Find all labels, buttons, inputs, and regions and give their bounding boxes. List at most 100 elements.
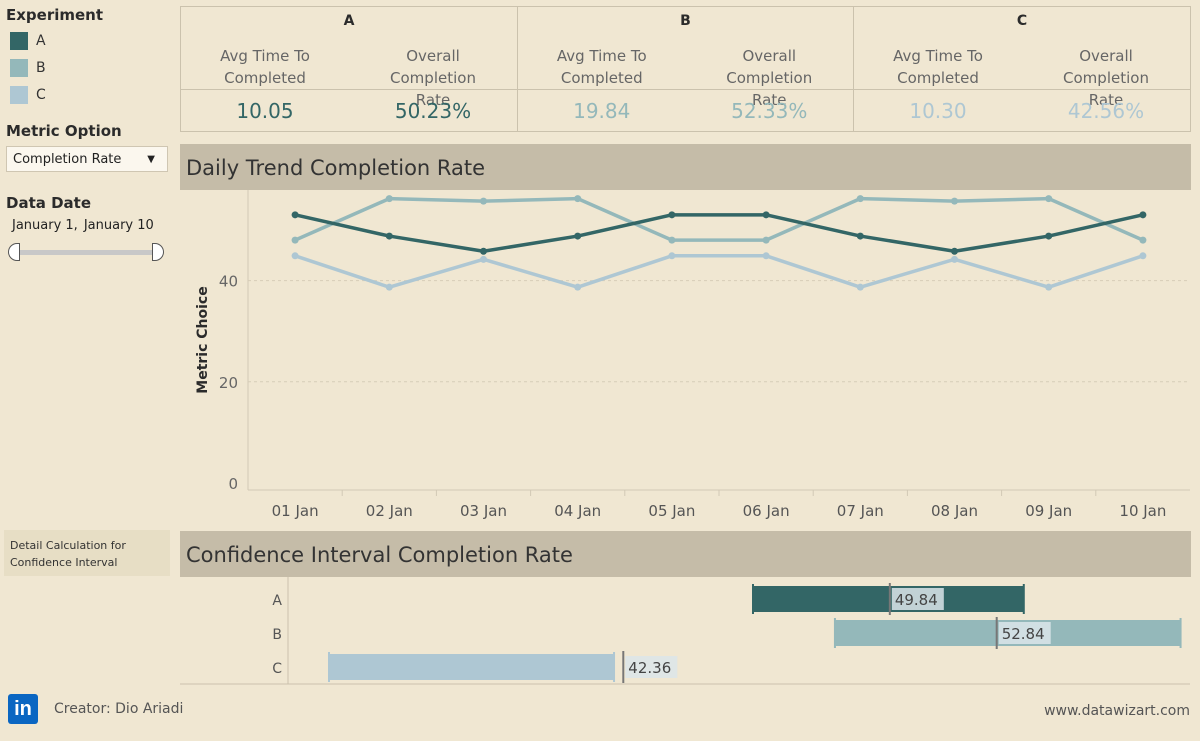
confidence-interval-chart: A B C 49.84 52.84 42.36: [180, 577, 1190, 685]
kpi-divider: [518, 89, 853, 90]
legend-swatch-c: [10, 85, 28, 104]
filter-panel: Experiment A B C Metric Option Completio…: [6, 6, 172, 261]
kpi-divider: [854, 89, 1190, 90]
data-point-c: [856, 283, 864, 291]
date-start: January 1,: [12, 218, 78, 233]
x-tick-label: 06 Jan: [743, 502, 790, 520]
y-axis-label: Metric Choice: [195, 286, 211, 393]
data-point-b: [951, 197, 958, 205]
data-point-a: [574, 232, 582, 240]
data-point-c: [291, 252, 299, 260]
legend-item-a[interactable]: A: [6, 27, 172, 54]
data-point-c: [668, 252, 676, 260]
experiment-legend-title: Experiment: [6, 6, 104, 24]
detail-box-line1: Detail Calculation for: [10, 539, 126, 552]
metric-option-dropdown[interactable]: Completion Rate ▼: [6, 146, 168, 172]
kpi-value-avg-time: 19.84: [573, 99, 631, 123]
trend-chart-title: Daily Trend Completion Rate: [180, 144, 1191, 190]
kpi-group-b: B Avg Time To Completed Overall Completi…: [518, 7, 854, 131]
experiment-legend: A B C: [6, 27, 172, 108]
legend-item-c[interactable]: C: [6, 81, 172, 108]
series-line-b: [294, 196, 1144, 242]
ci-bar-a: [752, 586, 1024, 612]
footer-creator: in Creator: Dio Ariadi: [8, 694, 183, 724]
slider-track: [14, 250, 158, 255]
data-point-c: [1139, 252, 1147, 260]
slider-handle-start[interactable]: [8, 243, 20, 261]
metric-option-title: Metric Option: [6, 122, 122, 140]
ci-category-label: A: [272, 593, 282, 609]
x-tick-label: 02 Jan: [366, 502, 413, 520]
chevron-down-icon: ▼: [147, 153, 155, 165]
data-point-a: [385, 232, 393, 240]
creator-text: Creator: Dio Ariadi: [54, 701, 184, 717]
kpi-value-avg-time: 10.05: [236, 99, 294, 123]
y-tick-label: 40: [219, 273, 238, 291]
ci-category-label: C: [272, 661, 282, 677]
data-point-b: [385, 195, 393, 203]
legend-label-b: B: [36, 59, 46, 76]
data-point-a: [480, 247, 487, 255]
ci-label-bg: [625, 656, 678, 678]
legend-label-a: A: [36, 32, 46, 49]
y-tick-label: 20: [219, 374, 238, 392]
ci-point-label: 49.84: [895, 591, 938, 609]
kpi-group-title: C: [1016, 13, 1028, 29]
data-point-a: [668, 211, 676, 219]
x-tick-label: 04 Jan: [554, 502, 601, 520]
kpi-table: A Avg Time To Completed Overall Completi…: [180, 6, 1191, 132]
data-point-a: [951, 247, 958, 255]
data-point-b: [480, 197, 487, 205]
kpi-value-completion-rate: 52.33%: [731, 99, 808, 123]
kpi-label-completion-rate: Overall Completion Rate: [390, 47, 476, 109]
kpi-value-completion-rate: 42.56%: [1067, 99, 1145, 123]
data-point-a: [1045, 232, 1053, 240]
ci-point-label: 42.36: [628, 659, 671, 677]
data-point-b: [762, 236, 770, 244]
kpi-label-avg-time: Avg Time To Completed: [220, 47, 310, 87]
daily-trend-chart: 0 20 40 01 Jan 02 Jan 03 Jan 04 Jan 05 Jan 06 Ja…: [195, 190, 1190, 520]
data-point-c: [385, 283, 393, 291]
x-tick-label: 01 Jan: [272, 502, 319, 520]
x-tick-label: 03 Jan: [460, 502, 507, 520]
x-tick-label: 08 Jan: [931, 502, 978, 520]
legend-label-c: C: [36, 86, 46, 103]
kpi-group-a: A Avg Time To Completed Overall Completi…: [181, 7, 518, 131]
x-tick-label: 05 Jan: [648, 502, 695, 520]
data-point-c: [1045, 283, 1053, 291]
legend-swatch-a: [10, 31, 28, 50]
data-point-b: [856, 195, 864, 203]
data-point-c: [480, 255, 487, 263]
data-point-a: [291, 211, 299, 219]
kpi-label-avg-time: Avg Time To Completed: [893, 47, 983, 87]
ci-bar-c: [329, 654, 615, 680]
legend-item-b[interactable]: B: [6, 54, 172, 81]
data-point-b: [1045, 195, 1053, 203]
data-point-c: [574, 283, 582, 291]
data-point-c: [951, 255, 958, 263]
x-tick-label: 09 Jan: [1025, 502, 1072, 520]
metric-option-value: Completion Rate: [13, 151, 122, 167]
date-end: January 10: [83, 218, 154, 233]
website-link[interactable]: www.datawizart.com: [1044, 703, 1190, 719]
ci-category-label: B: [272, 627, 282, 643]
detail-box-line2: Confidence Interval: [10, 556, 118, 569]
ci-point-label: 52.84: [1002, 625, 1045, 643]
kpi-value-avg-time: 10.30: [909, 99, 967, 123]
kpi-label-completion-rate: Overall Completion Rate: [726, 47, 813, 109]
data-point-b: [668, 236, 676, 244]
x-tick-label: 10 Jan: [1119, 502, 1166, 520]
data-point-a: [762, 211, 770, 219]
data-point-b: [291, 236, 299, 244]
data-point-b: [1139, 236, 1147, 244]
series-line-c: [294, 254, 1144, 289]
ci-label-bg: [998, 622, 1051, 644]
kpi-group-title: B: [680, 13, 691, 29]
kpi-group-c: C Avg Time To Completed Overall Completi…: [854, 7, 1190, 131]
legend-swatch-b: [10, 58, 28, 77]
linkedin-icon[interactable]: in: [8, 694, 38, 724]
kpi-label-completion-rate: Overall Completion Rate: [1063, 47, 1149, 109]
date-range-slider[interactable]: [6, 243, 166, 261]
detail-calculation-button[interactable]: Detail Calculation for Confidence Interv…: [4, 530, 170, 576]
data-point-a: [1139, 211, 1147, 219]
